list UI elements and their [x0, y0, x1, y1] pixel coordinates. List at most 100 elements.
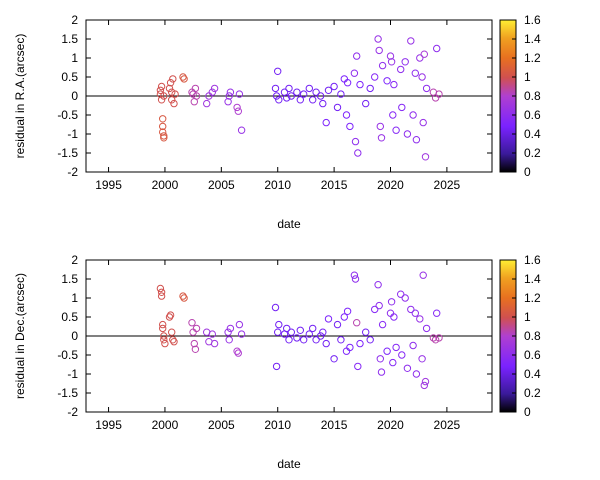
data-point: [350, 69, 359, 77]
y-axis-label: residual in R.A.(arcsec): [13, 34, 27, 159]
x-tick-label: 2010: [264, 178, 291, 192]
data-point: [374, 35, 382, 43]
data-point: [283, 324, 291, 333]
data-point: [421, 153, 430, 161]
colorbar-tick-label: 0: [524, 165, 531, 179]
data-point: [287, 328, 295, 336]
data-point: [271, 303, 280, 312]
data-point: [287, 92, 295, 100]
data-point: [159, 320, 167, 329]
x-tick-label: 1995: [95, 178, 122, 192]
y-tick-label: -0.5: [57, 348, 78, 362]
data-point: [407, 305, 415, 314]
data-point: [283, 94, 291, 102]
x-tick-label: 2015: [321, 178, 348, 192]
data-point: [435, 90, 443, 98]
y-tick-label: 1.5: [61, 32, 78, 46]
data-point: [362, 99, 370, 108]
data-point: [300, 336, 308, 344]
y-tick-label: 0: [71, 329, 78, 343]
data-point: [312, 88, 320, 96]
data-point: [160, 92, 168, 100]
data-point: [157, 96, 166, 104]
x-tick-label: 2000: [152, 178, 179, 192]
colorbar-tick-label: 0.2: [524, 146, 541, 160]
data-point: [309, 324, 317, 333]
x-axis-label: date: [277, 457, 301, 471]
data-point: [235, 320, 244, 329]
colorbar-tick-label: 1.2: [524, 291, 541, 305]
data-point: [157, 292, 166, 300]
data-point: [337, 336, 345, 344]
y-tick-label: 1: [71, 51, 78, 65]
x-tick-label: 2010: [264, 418, 291, 432]
data-point: [354, 149, 362, 157]
colorbar-tick-label: 0.4: [524, 367, 541, 381]
data-point: [371, 305, 379, 314]
data-point: [416, 315, 424, 323]
y-tick-label: -1.5: [57, 386, 78, 400]
data-point: [398, 103, 406, 112]
x-tick-label: 2000: [152, 418, 179, 432]
data-point: [340, 313, 348, 321]
data-point: [225, 92, 233, 100]
data-point: [422, 84, 431, 93]
x-tick-label: 2020: [377, 178, 404, 192]
data-point: [316, 92, 325, 100]
data-point: [169, 336, 177, 344]
data-point: [435, 334, 443, 342]
data-point: [354, 362, 362, 371]
data-point: [160, 134, 168, 142]
data-point: [397, 290, 405, 298]
data-point: [274, 328, 282, 336]
y-tick-label: 1: [71, 291, 78, 305]
data-point: [390, 80, 398, 89]
data-point: [189, 328, 197, 336]
data-point: [157, 82, 166, 91]
y-axis-label: residual in Dec.(arcsec): [13, 273, 27, 399]
data-point: [188, 319, 196, 327]
data-point: [272, 362, 281, 371]
data-point: [324, 86, 333, 95]
data-point: [210, 339, 219, 348]
data-point: [333, 103, 342, 112]
data-point: [179, 292, 187, 300]
data-point: [390, 313, 398, 321]
data-point: [159, 115, 167, 123]
data-point: [420, 50, 428, 58]
data-point: [421, 377, 430, 386]
data-point: [383, 77, 391, 85]
data-point: [160, 336, 168, 344]
data-point: [433, 309, 441, 317]
colorbar-tick-label: 1.2: [524, 51, 541, 65]
data-point: [397, 65, 405, 74]
data-point: [166, 311, 175, 319]
data-point: [418, 73, 426, 81]
data-point: [378, 61, 387, 70]
data-point: [337, 90, 345, 98]
data-point: [180, 294, 188, 302]
data-point: [191, 345, 200, 353]
data-point: [235, 90, 244, 98]
data-point: [342, 347, 351, 355]
data-point: [170, 338, 178, 346]
y-tick-label: -1.5: [57, 146, 78, 160]
y-tick-label: -1: [67, 367, 78, 381]
data-point: [343, 307, 352, 315]
data-point: [342, 111, 351, 119]
data-point: [350, 271, 359, 279]
data-point: [271, 84, 280, 93]
data-point: [305, 330, 313, 338]
data-point: [351, 275, 360, 283]
dec-residual-panel: 2 1.5 1 0.5 0 -0.5 -1 -1.5 -2 1995 2000 2005 2010 201…: [13, 253, 541, 471]
data-point: [237, 330, 246, 338]
data-point: [170, 99, 178, 108]
data-point: [160, 332, 168, 340]
data-point: [375, 301, 383, 310]
data-point: [224, 98, 232, 106]
data-point: [403, 364, 412, 372]
y-tick-label: -2: [67, 165, 78, 179]
data-point: [285, 84, 293, 93]
data-point: [192, 324, 201, 333]
